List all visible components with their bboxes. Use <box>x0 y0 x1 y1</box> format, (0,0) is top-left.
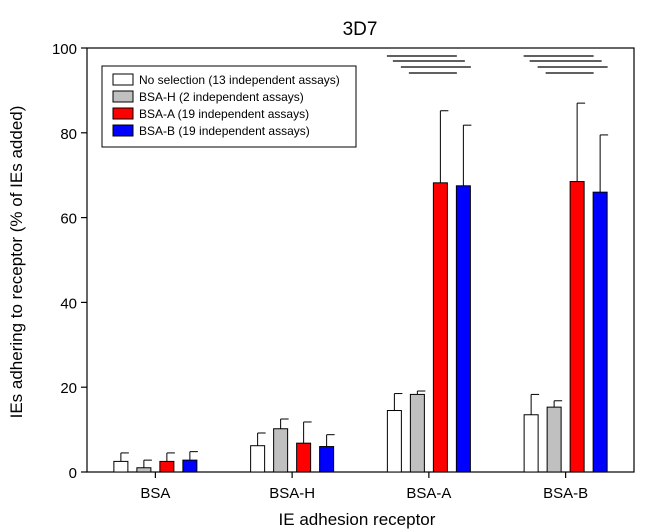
y-tick-label: 80 <box>60 126 77 143</box>
x-tick-label: BSA-B <box>543 485 588 502</box>
bars-group <box>113 102 609 473</box>
bar <box>409 393 425 473</box>
y-tick-label: 40 <box>60 295 77 312</box>
significance-brackets <box>386 55 608 74</box>
bar <box>569 181 585 473</box>
bar <box>523 414 539 473</box>
bar <box>296 442 312 473</box>
bar <box>386 410 402 473</box>
x-tick-label: BSA-H <box>269 485 315 502</box>
x-tick-label: BSA-A <box>406 485 451 502</box>
legend-box <box>101 65 357 148</box>
bar <box>546 406 562 473</box>
legend-swatch <box>112 90 134 103</box>
bar <box>273 428 289 473</box>
plot-frame <box>86 47 635 473</box>
x-axis: BSA BSA-H BSA-A BSA-B <box>140 472 588 502</box>
legend-label: BSA-B (19 independent assays) <box>139 124 310 138</box>
legend: No selection (13 independent assays) BSA-… <box>101 65 357 148</box>
y-tick-label: 100 <box>52 41 77 58</box>
legend-swatch <box>112 124 134 137</box>
legend-swatch <box>112 107 134 120</box>
legend-swatch <box>112 73 134 86</box>
y-tick-label: 20 <box>60 380 77 397</box>
bar <box>182 459 198 473</box>
x-axis-label: IE adhesion receptor <box>279 510 436 529</box>
legend-label: No selection (13 independent assays) <box>139 73 340 87</box>
bar <box>432 182 448 473</box>
y-axis: 0 20 40 60 80 100 <box>52 41 87 482</box>
bar <box>159 460 175 473</box>
bar <box>592 191 608 473</box>
bar <box>136 467 152 473</box>
y-axis-label: IEs adhering to receptor (% of IEs added… <box>7 106 26 419</box>
bar <box>319 446 335 473</box>
chart-title: 3D7 <box>343 19 378 40</box>
x-tick-label: BSA <box>140 485 170 502</box>
bar <box>455 185 471 473</box>
y-tick-label: 60 <box>60 211 77 228</box>
bar <box>113 460 129 473</box>
y-tick-label: 0 <box>69 465 77 482</box>
bar <box>250 445 266 473</box>
legend-label: BSA-H (2 independent assays) <box>139 90 304 104</box>
legend-label: BSA-A (19 independent assays) <box>139 107 309 121</box>
